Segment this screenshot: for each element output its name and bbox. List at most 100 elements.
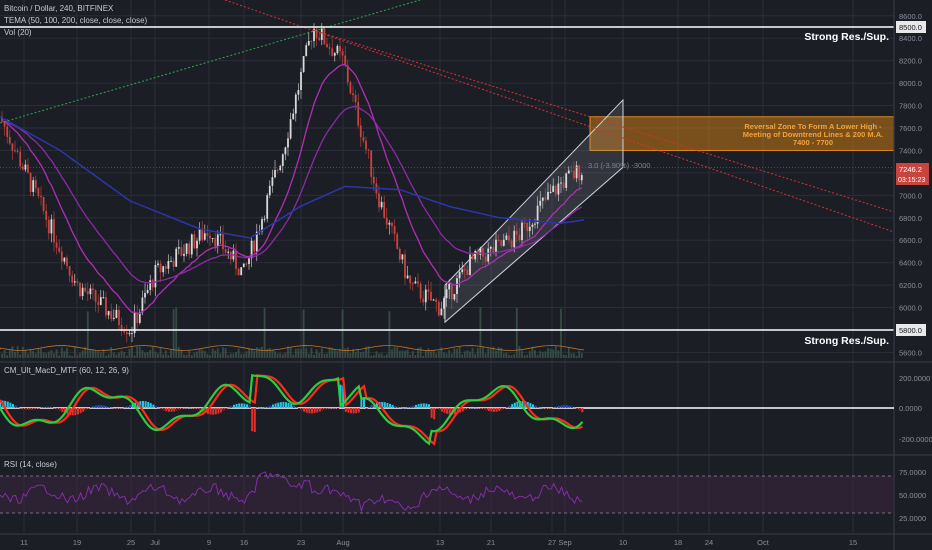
candle-body-65 (170, 260, 172, 262)
macd-hist-212 (550, 408, 553, 409)
macd-hist-112 (290, 404, 293, 408)
candle-body-19 (50, 219, 53, 234)
volume-bar-3 (8, 350, 11, 358)
macd-hist-12 (30, 408, 33, 410)
candle-body-39 (102, 297, 105, 299)
candle-body-91 (237, 268, 240, 276)
macd-hist-193 (500, 408, 503, 411)
macd-hist-204 (529, 403, 532, 408)
macd-hist-219 (568, 405, 571, 408)
price-tick-6400.0: 6400.0 (899, 259, 922, 268)
macd-hist-29 (74, 408, 77, 416)
volume-bar-170 (443, 352, 445, 358)
macd-hist-209 (542, 408, 545, 409)
macd-hist-105 (272, 404, 274, 408)
volume-bar-164 (427, 348, 430, 358)
candle-body-165 (430, 291, 432, 301)
candle-body-171 (445, 289, 448, 299)
volume-bar-103 (268, 347, 271, 358)
candle-body-14 (37, 188, 40, 196)
rsi-legend[interactable]: RSI (14, close) (4, 460, 57, 469)
candle-body-42 (110, 311, 113, 319)
macd-hist-84 (217, 408, 220, 414)
volume-bar-121 (315, 349, 318, 358)
macd-hist-111 (287, 402, 290, 408)
macd-hist-11 (27, 408, 30, 411)
candle-body-167 (435, 299, 438, 302)
macd-hist-73 (188, 407, 191, 409)
tema-legend[interactable]: TEMA (50, 100, 200, close, close, close) (4, 16, 148, 25)
macd-hist-159 (412, 405, 415, 408)
macd-hist-201 (521, 400, 524, 408)
macd-hist-145 (376, 402, 378, 408)
candle-body-85 (222, 234, 224, 250)
volume-bar-51 (133, 355, 136, 358)
macd-hist-14 (35, 408, 38, 409)
macd-hist-70 (181, 408, 183, 410)
macd-hist-89 (230, 406, 233, 408)
volume-bar-193 (502, 353, 505, 358)
macd-hist-69 (178, 408, 181, 410)
volume-bar-70 (183, 354, 185, 358)
candle-body-222 (578, 165, 581, 181)
macd-hist-184 (477, 408, 480, 409)
candle-body-160 (417, 281, 419, 284)
volume-bar-134 (349, 353, 352, 358)
macd-hist-167 (433, 408, 436, 420)
candle-body-191 (497, 239, 500, 241)
macd-hist-42 (108, 406, 111, 408)
macd-hist-203 (526, 402, 529, 408)
candle-body-147 (383, 201, 386, 218)
volume-bar-100 (261, 346, 263, 358)
volume-bar-208 (541, 351, 544, 358)
candle-body-48 (125, 332, 128, 335)
volume-bar-96 (250, 349, 253, 358)
reversal-zone-line-3: 7400 - 7700 (793, 138, 833, 147)
macd-hist-33 (84, 408, 87, 411)
candle-body-152 (396, 234, 399, 249)
volume-bar-115 (300, 348, 302, 358)
macd-hist-5 (12, 404, 14, 408)
candle-body-2 (6, 126, 9, 137)
candle-body-140 (365, 140, 367, 150)
candle-body-168 (437, 301, 440, 316)
macd-hist-47 (121, 408, 124, 409)
macd-hist-223 (578, 408, 581, 411)
candle-body-172 (448, 283, 451, 290)
volume-bar-32 (84, 347, 87, 358)
macd-hist-59 (152, 404, 155, 408)
volume-bar-199 (518, 346, 521, 358)
macd-hist-44 (113, 408, 116, 409)
candle-body-200 (521, 222, 523, 241)
badge-5800: 5800.0 (899, 326, 922, 335)
candle-body-7 (19, 151, 22, 167)
macd-hist-80 (207, 408, 209, 414)
macd-hist-71 (183, 408, 186, 409)
volume-legend[interactable]: Vol (20) (4, 28, 32, 37)
macd-hist-216 (560, 405, 563, 408)
candle-body-90 (235, 250, 237, 269)
macd-hist-38 (97, 405, 100, 408)
volume-bar-152 (396, 347, 399, 358)
candle-body-188 (489, 246, 492, 249)
macd-legend[interactable]: CM_Ult_MacD_MTF (60, 12, 26, 9) (4, 366, 129, 375)
time-axis[interactable]: 11 19 25 Jul 9 16 23 Aug 13 21 27 Sep 10 18 24 Oct 15 (20, 538, 857, 547)
volume-bar-77 (201, 349, 204, 358)
candle-body-122 (318, 37, 321, 40)
volume-bar-217 (565, 355, 568, 358)
candle-body-30 (79, 282, 81, 297)
candle-body-54 (141, 297, 144, 313)
candle-body-209 (544, 197, 547, 200)
macd-hist-155 (402, 407, 404, 409)
macd-hist-119 (308, 408, 311, 414)
candle-body-181 (471, 254, 474, 260)
candle-body-6 (16, 150, 19, 152)
macd-hist-136 (352, 408, 355, 414)
channel-measure-label: 3.0 (-3.90%) -3000 (588, 161, 651, 170)
volume-average-line (0, 345, 585, 351)
volume-bar-213 (554, 346, 557, 358)
candle-body-5 (14, 150, 16, 152)
macd-hist-214 (555, 406, 558, 408)
candle-body-33 (86, 291, 89, 295)
